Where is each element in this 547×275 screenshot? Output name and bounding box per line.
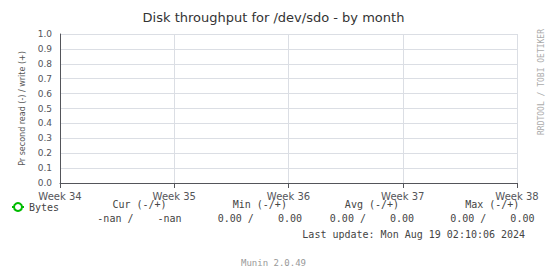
svg-text:Cur (-/+): Cur (-/+) — [112, 198, 167, 210]
svg-text:Munin 2.0.49: Munin 2.0.49 — [241, 258, 306, 268]
svg-text:0.1: 0.1 — [38, 163, 52, 173]
svg-text:0.00 / 0.00: 0.00 / 0.00 — [218, 213, 302, 224]
svg-text:RRDTOOL / TOBI OETIKER: RRDTOOL / TOBI OETIKER — [537, 29, 546, 135]
svg-text:Min (-/+): Min (-/+) — [232, 198, 287, 210]
svg-text:0.7: 0.7 — [38, 74, 52, 84]
svg-text:0.2: 0.2 — [38, 148, 52, 158]
svg-text:Week 35: Week 35 — [153, 191, 196, 202]
svg-text:0.6: 0.6 — [38, 89, 53, 99]
svg-text:0.3: 0.3 — [38, 133, 52, 143]
svg-text:Week 36: Week 36 — [267, 191, 310, 202]
svg-text:0.00 / 0.00: 0.00 / 0.00 — [450, 213, 534, 224]
svg-text:Pr second read (-) / write (+): Pr second read (-) / write (+) — [18, 51, 27, 166]
svg-text:0.9: 0.9 — [38, 44, 53, 54]
svg-text:0.00 / 0.00: 0.00 / 0.00 — [330, 213, 414, 224]
svg-text:Week 38: Week 38 — [495, 191, 538, 202]
svg-text:0.4: 0.4 — [38, 118, 53, 128]
svg-text:0.5: 0.5 — [38, 104, 52, 114]
svg-text:Week 37: Week 37 — [381, 191, 424, 202]
svg-text:0.0: 0.0 — [38, 178, 53, 188]
svg-text:Max (-/+): Max (-/+) — [465, 198, 520, 210]
svg-text:Avg (-/+): Avg (-/+) — [344, 198, 400, 210]
svg-text:Last update: Mon Aug 19 02:10:: Last update: Mon Aug 19 02:10:06 2024 — [302, 229, 525, 240]
svg-text:Week 34: Week 34 — [38, 191, 81, 202]
svg-text:Disk throughput for /dev/sdo -: Disk throughput for /dev/sdo - by month — [143, 10, 405, 25]
svg-text:0.8: 0.8 — [38, 59, 53, 69]
svg-text:1.0: 1.0 — [38, 29, 53, 39]
svg-text:Bytes: Bytes — [29, 202, 59, 213]
svg-text:-nan / -nan: -nan / -nan — [97, 213, 181, 224]
